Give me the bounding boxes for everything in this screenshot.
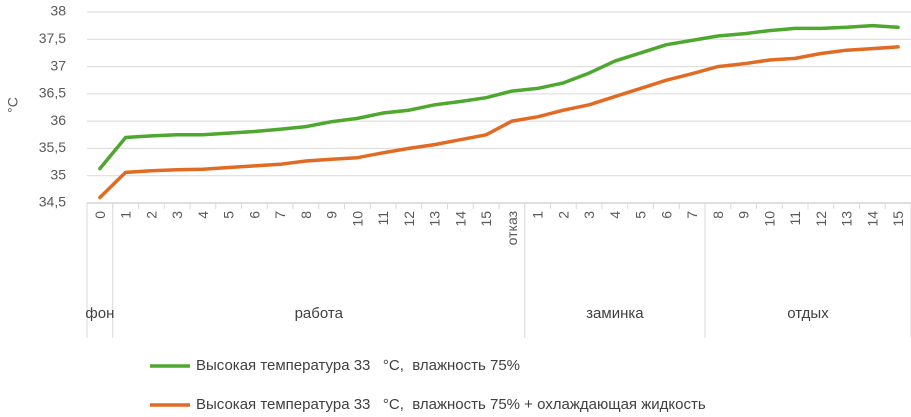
x-tick-label: 5	[633, 211, 649, 219]
x-tick-label: 6	[246, 211, 262, 219]
x-tick-label: 8	[298, 211, 314, 219]
x-tick-label: 1	[530, 211, 546, 219]
group-label: работа	[295, 305, 344, 322]
x-tick-label: 5	[221, 211, 237, 219]
x-tick-label: 7	[684, 211, 700, 219]
x-tick-label: 4	[607, 211, 623, 219]
y-tick-label: 35,5	[39, 139, 66, 155]
y-tick-label: 34,5	[39, 194, 66, 210]
x-tick-label: 12	[401, 211, 417, 227]
x-tick-label: 10	[761, 211, 777, 227]
x-tick-label: отказ	[504, 211, 520, 245]
x-tick-label: 3	[581, 211, 597, 219]
x-tick-label: 14	[452, 211, 468, 227]
x-tick-label: 9	[324, 211, 340, 219]
y-tick-label: 38	[50, 3, 66, 19]
group-label: фон	[85, 305, 114, 322]
series-line-orange	[98, 45, 900, 200]
legend-entry: Высокая температура 33 °C, влажность 75%	[196, 357, 520, 374]
x-axis-groups: фон работа заминка отдых	[85, 203, 911, 338]
y-axis-label: °C	[5, 97, 21, 113]
x-tick-label: 2	[143, 211, 159, 219]
x-tick-label: 0	[92, 211, 108, 219]
series-lines	[98, 23, 900, 200]
x-tick-label: 11	[375, 211, 391, 226]
x-tick-label: 15	[890, 211, 906, 227]
x-tick-label: 11	[787, 211, 803, 226]
group-label: отдых	[787, 305, 829, 322]
gridlines	[87, 11, 911, 204]
x-tick-label: 4	[195, 211, 211, 219]
series-line-green	[98, 23, 900, 171]
x-axis	[86, 202, 911, 209]
y-tick-label: 37	[50, 57, 66, 73]
x-tick-label: 7	[272, 211, 288, 219]
legend-entry: Высокая температура 33 °C, влажность 75%…	[196, 396, 706, 413]
x-tick-label: 1	[118, 211, 134, 219]
x-tick-label: 6	[658, 211, 674, 219]
x-tick-label: 8	[710, 211, 726, 219]
x-tick-label: 12	[813, 211, 829, 227]
x-tick-label: 2	[555, 211, 571, 219]
group-label: заминка	[586, 305, 644, 322]
legend: Высокая температура 33 °C, влажность 75%…	[150, 357, 706, 413]
x-tick-label: 15	[478, 211, 494, 227]
y-tick-label: 35	[50, 166, 66, 182]
y-tick-label: 36	[50, 112, 66, 128]
x-tick-label: 13	[427, 211, 443, 227]
x-tick-label: 3	[169, 211, 185, 219]
x-tick-label: 9	[736, 211, 752, 219]
x-tick-label: 10	[349, 211, 365, 227]
x-axis-ticks: 0 1 2 3 4 5 6 7 8 9 10 11 12 13 14 15 отказ 1 2 3 4 5 6 7 8 9 10 11…	[92, 211, 906, 246]
x-tick-label: 13	[839, 211, 855, 227]
y-tick-label: 36,5	[39, 85, 66, 101]
y-tick-label: 37,5	[39, 30, 66, 46]
y-axis-ticks: 34,5 35 35,5 36 36,5 37 37,5 38	[39, 3, 66, 210]
x-tick-label: 14	[864, 211, 880, 227]
